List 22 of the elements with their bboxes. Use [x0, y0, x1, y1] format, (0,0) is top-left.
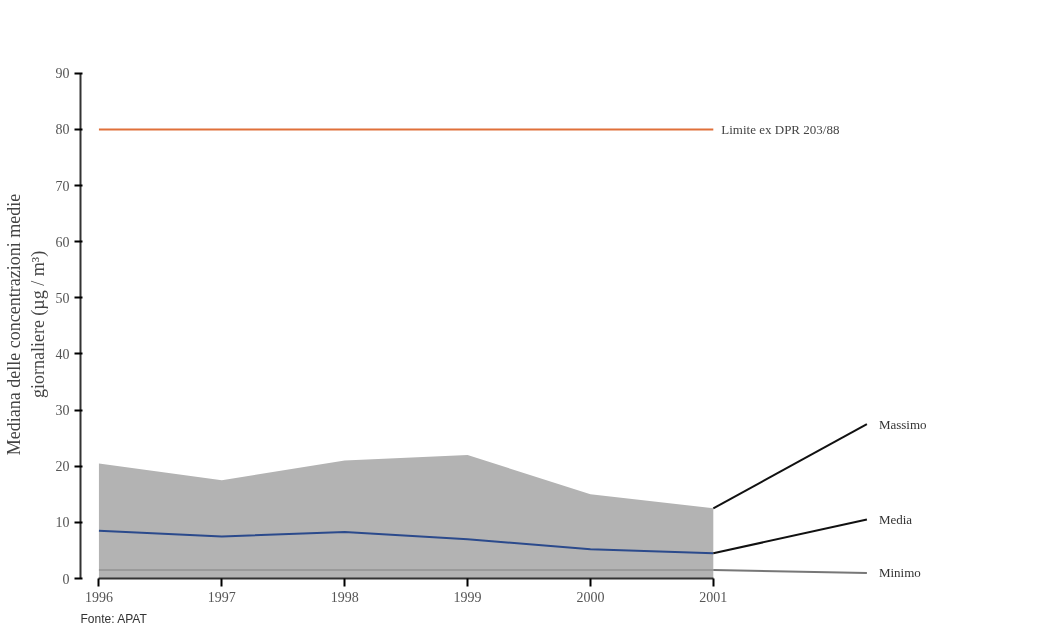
source-note: Fonte: APAT: [80, 611, 148, 626]
y-axis-title: Mediana delle concentrazioni medie giornaliere (µg / m³): [3, 193, 49, 456]
y-tick-label: 0: [62, 571, 70, 587]
y-tick-label: 80: [55, 122, 70, 138]
text: Massimo: [878, 416, 927, 432]
y-tick-label: 70: [55, 178, 70, 194]
y-tick-label: 40: [55, 346, 70, 362]
x-tick-label: 1997: [207, 589, 236, 605]
y-tick-label: 30: [55, 403, 70, 419]
y-tick-label: 60: [55, 234, 70, 250]
y-tick-label: 90: [55, 66, 70, 82]
x-tick-label: 1996: [84, 589, 113, 605]
ref-line-label: Limite ex DPR 203/88: [721, 121, 840, 137]
y-tick-label: 50: [55, 290, 70, 306]
text: Media: [878, 512, 913, 528]
y-tick-label: 10: [55, 515, 70, 531]
x-tick-label: 1999: [453, 589, 482, 605]
x-tick-label: 1998: [330, 589, 359, 605]
y-tick-label: 20: [55, 459, 70, 475]
x-tick-label: 2000: [576, 589, 605, 605]
text: Minimo: [878, 565, 921, 581]
x-tick-label: 2001: [699, 589, 728, 605]
